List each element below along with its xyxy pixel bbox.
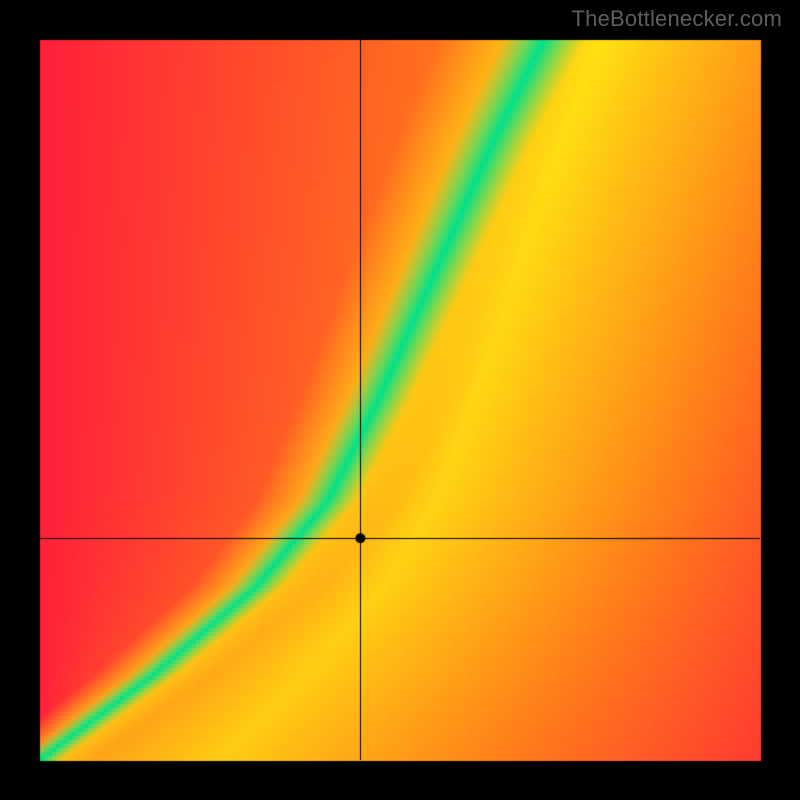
heatmap-canvas — [0, 0, 800, 800]
watermark-text: TheBottlenecker.com — [572, 6, 782, 32]
chart-container: TheBottlenecker.com — [0, 0, 800, 800]
